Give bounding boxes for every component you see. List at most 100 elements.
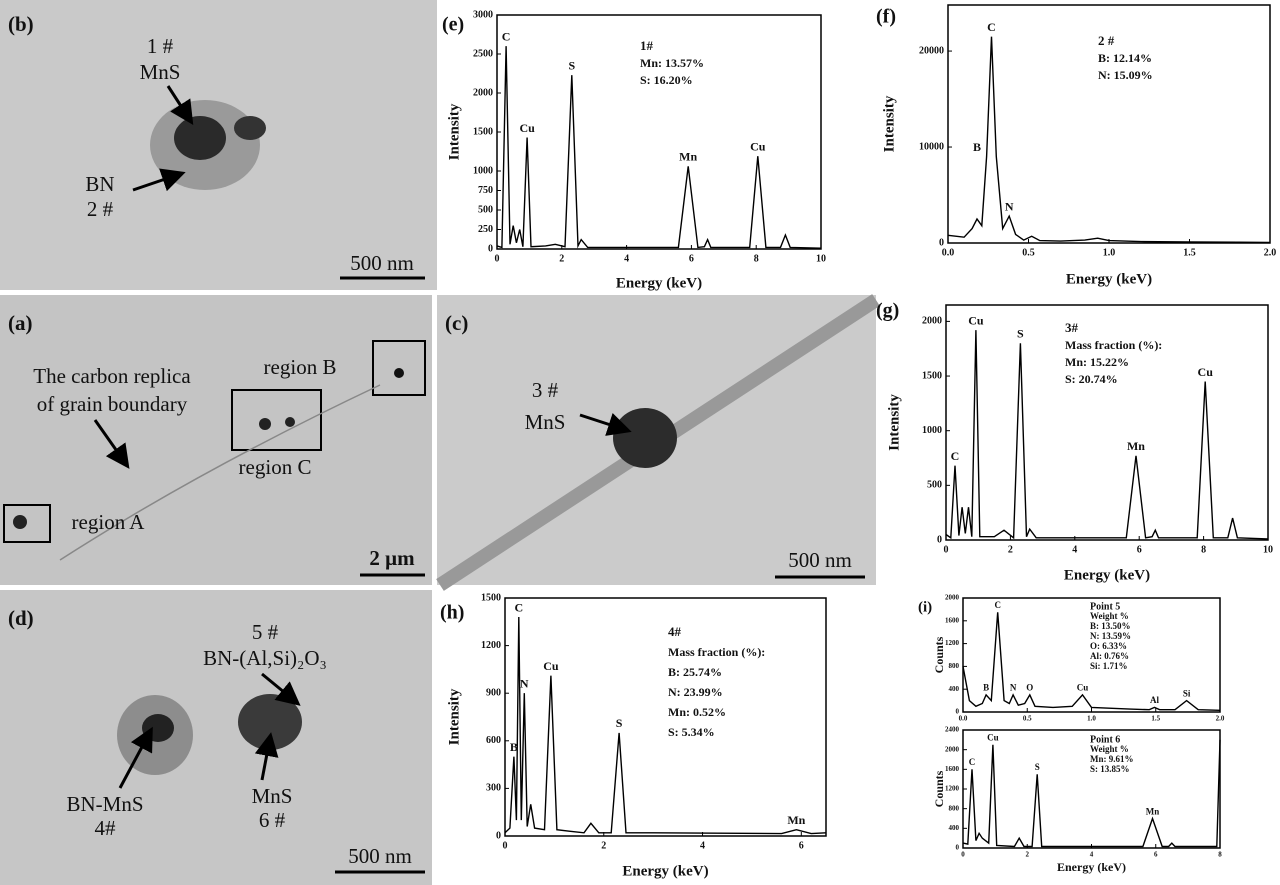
x-tick-label: 2 xyxy=(1026,851,1030,859)
image-label: The carbon replica xyxy=(33,364,191,388)
note: S: 5.34% xyxy=(668,725,715,739)
y-axis-label: Intensity xyxy=(446,688,462,745)
y-tick-label: 800 xyxy=(949,662,960,670)
y-tick-label: 0 xyxy=(496,830,501,841)
peak-label: N xyxy=(1010,683,1017,693)
y-tick-label: 300 xyxy=(486,783,501,794)
plot-frame xyxy=(945,304,1269,541)
image-label: MnS xyxy=(252,784,293,808)
peak-label: Mn xyxy=(679,150,697,164)
peak-label: N xyxy=(1005,199,1014,213)
peak-label: Mn xyxy=(1146,806,1160,816)
y-tick-label: 750 xyxy=(478,185,493,196)
spectrum-chart: 0.0 0.5 1.0 1.5 2.0 0 10000 20000 B C N 2 # B: 12.14… xyxy=(876,4,1276,287)
x-tick-label: 10 xyxy=(816,253,826,264)
peak-label: S xyxy=(616,716,623,730)
arrow xyxy=(579,413,632,436)
peak-label: C xyxy=(514,600,523,614)
note: Mn: 15.22% xyxy=(1065,355,1129,369)
y-tick-label: 2500 xyxy=(473,48,493,59)
scale-label: 500 nm xyxy=(348,844,412,868)
note: O: 6.33% xyxy=(1090,641,1127,651)
spectrum-line xyxy=(945,330,1269,540)
peak-label: B xyxy=(983,683,989,693)
note: Mn: 13.57% xyxy=(640,56,704,70)
x-tick-label: 4 xyxy=(1090,851,1094,859)
panel-label: (a) xyxy=(8,311,33,335)
image-d: (d) 5 # BN-(Al,Si)₂O₃ BN-MnS 4# MnS 6 # … xyxy=(0,590,432,885)
particle xyxy=(259,418,271,430)
x-tick-label: 0.0 xyxy=(942,247,955,258)
x-tick-label: 2 xyxy=(1008,544,1013,555)
spectrum-line xyxy=(504,616,827,835)
plot-frame xyxy=(496,14,822,250)
x-tick-label: 2.0 xyxy=(1216,715,1225,723)
note: Al: 0.76% xyxy=(1090,651,1129,661)
peak-label: Si xyxy=(1183,688,1191,698)
region-box xyxy=(372,340,426,396)
y-tick-label: 1000 xyxy=(473,165,493,176)
x-tick-label: 1.0 xyxy=(1087,715,1096,723)
x-tick-label: 1.5 xyxy=(1183,247,1196,258)
peak-label: Cu xyxy=(1077,683,1089,693)
plot-frame xyxy=(504,597,827,837)
image-label: MnS xyxy=(525,410,566,434)
image-label: BN-MnS xyxy=(66,792,143,816)
image-label: 4# xyxy=(95,816,117,840)
note: Point 5 xyxy=(1090,601,1120,612)
image-label: BN xyxy=(85,172,114,196)
image-label: 1 # xyxy=(147,34,174,58)
peak-label: C xyxy=(987,20,996,34)
particle xyxy=(613,408,677,468)
x-tick-label: 4 xyxy=(700,840,705,851)
y-tick-label: 2000 xyxy=(945,594,960,602)
image-label: region B xyxy=(264,355,337,379)
y-axis-label: Counts xyxy=(932,636,946,673)
x-tick-label: 8 xyxy=(1218,851,1222,859)
peak-label: Cu xyxy=(519,121,535,135)
peak-label: S xyxy=(1035,762,1040,772)
y-tick-label: 800 xyxy=(949,804,960,812)
y-tick-label: 1200 xyxy=(945,785,960,793)
panel-label: (b) xyxy=(8,12,34,36)
note: Weight % xyxy=(1090,611,1129,621)
peak-label: C xyxy=(951,449,960,463)
x-tick-label: 8 xyxy=(754,253,759,264)
grain-boundary xyxy=(59,384,381,561)
y-tick-label: 1500 xyxy=(922,370,942,381)
y-tick-label: 1200 xyxy=(481,640,501,651)
y-axis-label: Intensity xyxy=(446,103,462,160)
panel-label: (d) xyxy=(8,606,34,630)
note: Mass fraction (%): xyxy=(668,645,765,659)
x-tick-label: 0.0 xyxy=(959,715,968,723)
x-tick-label: 6 xyxy=(689,253,694,264)
y-tick-label: 0 xyxy=(956,844,960,852)
note: 4# xyxy=(668,624,682,639)
spectrum-line xyxy=(962,612,1221,711)
arrow xyxy=(261,672,301,706)
y-tick-label: 1600 xyxy=(945,616,960,624)
region-box xyxy=(3,504,51,543)
panel-label: (e) xyxy=(442,14,464,36)
y-tick-label: 0 xyxy=(937,534,942,545)
x-tick-label: 4 xyxy=(624,253,629,264)
note: Mn: 0.52% xyxy=(668,705,726,719)
particle xyxy=(394,368,404,378)
spectrum-line xyxy=(496,46,822,249)
spectrum-line xyxy=(962,739,1221,848)
spectrum-chart: 0 2 4 6 8 10 0 500 1000 1500 2000 C Cu S Mn Cu 3# Mass fr… xyxy=(876,300,1273,584)
panel-label: (i) xyxy=(918,599,932,615)
x-tick-label: 6 xyxy=(799,840,804,851)
y-axis-label: Intensity xyxy=(886,394,902,451)
x-tick-label: 0 xyxy=(944,544,949,555)
peak-label: B xyxy=(973,140,981,154)
note: Mn: 9.61% xyxy=(1090,754,1134,764)
particle xyxy=(285,417,295,427)
note: S: 16.20% xyxy=(640,73,693,87)
x-tick-label: 0.5 xyxy=(1022,247,1035,258)
particle xyxy=(238,694,302,750)
x-axis-label: Energy (keV) xyxy=(622,863,708,879)
peak-label: Cu xyxy=(750,140,766,154)
